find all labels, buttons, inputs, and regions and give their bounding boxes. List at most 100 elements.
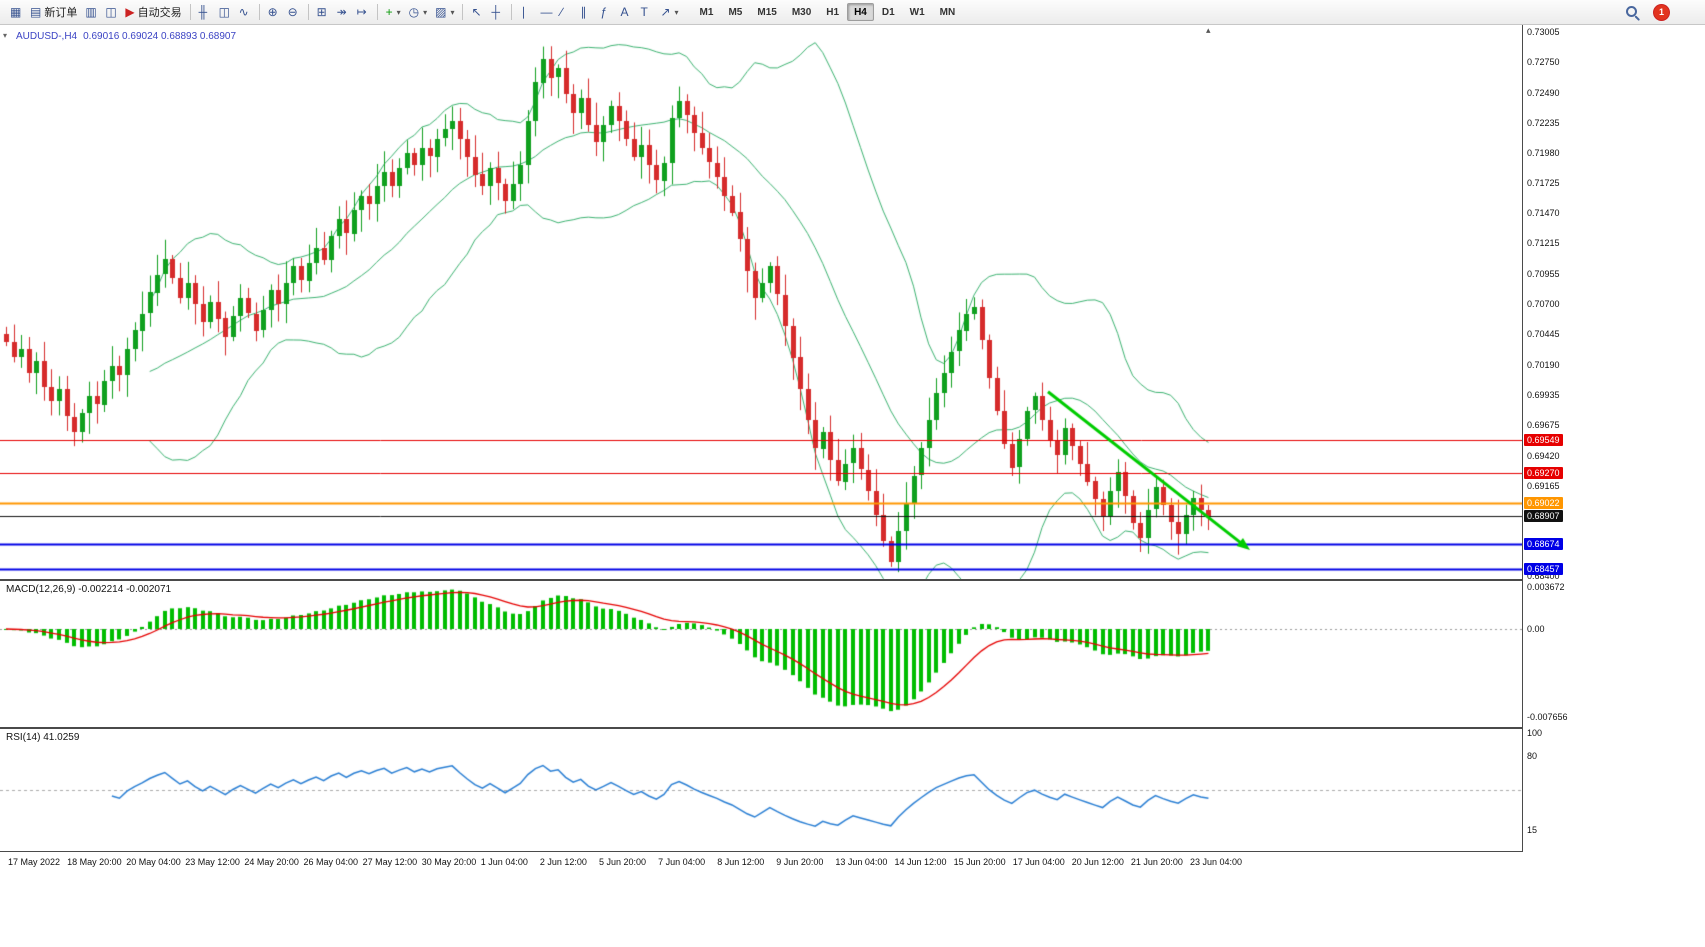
horizontal-line-button[interactable]: ―: [536, 2, 556, 22]
chart-ohlc-info: AUDUSD-,H4 0.69016 0.69024 0.68893 0.6890…: [16, 31, 236, 42]
indicators-caret-icon[interactable]: ▾: [396, 7, 401, 17]
line-chart-button[interactable]: ∿: [235, 2, 255, 22]
market-watch-button[interactable]: ▥: [81, 2, 101, 22]
price-tick: 0.69165: [1527, 480, 1560, 491]
navigator-button[interactable]: ◫: [101, 2, 121, 22]
panel-divider[interactable]: [0, 727, 1572, 729]
timeframe-w1-button[interactable]: W1: [903, 3, 932, 21]
price-tick: 0.71215: [1527, 238, 1560, 249]
toolbar-separator: [307, 4, 309, 20]
time-tick: 27 May 12:00: [362, 857, 418, 867]
price-tick: 0.72235: [1527, 117, 1560, 128]
vertical-line-icon: ∣: [520, 5, 527, 19]
time-tick: 8 Jun 12:00: [717, 857, 765, 867]
chart-shift-marker-icon: ▴: [1206, 25, 1211, 35]
cursor-icon: ↖: [471, 5, 482, 19]
rsi-tick: 80: [1527, 750, 1538, 761]
macd-indicator-canvas[interactable]: [0, 581, 1522, 727]
price-tick: 0.69675: [1527, 420, 1560, 431]
one-click-trading-toggle-icon[interactable]: ▾: [3, 31, 8, 40]
price-tick: 0.70190: [1527, 359, 1560, 370]
timeframe-m30-button[interactable]: M30: [785, 3, 818, 21]
text-label-icon: T: [640, 5, 648, 19]
price-level-badge: 0.68907: [1524, 510, 1563, 523]
chart-window: ▾ AUDUSD-,H4 0.69016 0.69024 0.68893 0.68…: [0, 25, 1573, 874]
rsi-value: 41.0259: [43, 732, 80, 743]
arrow-objects-icon: ↗: [660, 5, 671, 19]
timeframe-m15-button[interactable]: M15: [750, 3, 783, 21]
time-tick: 30 May 20:00: [421, 857, 477, 867]
tile-windows-icon: ⊞: [316, 5, 327, 19]
new-chart-icon: ▦: [10, 5, 22, 19]
text-button[interactable]: A: [616, 2, 636, 22]
ohlc-values: 0.69016 0.69024 0.68893 0.68907: [83, 31, 237, 42]
price-level-badge: 0.68674: [1524, 537, 1563, 550]
timeframe-mn-button[interactable]: MN: [933, 3, 963, 21]
bar-chart-button[interactable]: ╫: [195, 2, 215, 22]
timeframe-d1-button[interactable]: D1: [875, 3, 902, 21]
crosshair-button[interactable]: ┼: [487, 2, 507, 22]
price-tick: 0.73005: [1527, 27, 1560, 37]
main-chart-canvas[interactable]: [0, 27, 1522, 579]
arrow-objects-caret-icon[interactable]: ▾: [674, 7, 679, 17]
new-order-icon: ▤: [30, 5, 42, 19]
periods-button[interactable]: ◷ ▾: [405, 2, 432, 22]
timeframe-m1-button[interactable]: M1: [693, 3, 721, 21]
horizontal-line-icon: ―: [540, 5, 553, 19]
price-level-badge: 0.69549: [1524, 434, 1563, 447]
new-order-button[interactable]: ▤ 新订单: [26, 2, 81, 22]
price-tick: 0.71980: [1527, 148, 1560, 159]
time-axis[interactable]: 17 May 2022 18 May 20:00 20 May 04:00 23 Ma…: [0, 852, 1572, 874]
indicators-button[interactable]: + ▾: [382, 2, 405, 22]
timeframe-h4-button[interactable]: H4: [847, 3, 874, 21]
fibonacci-button[interactable]: ƒ: [596, 2, 616, 22]
price-tick: 0.72490: [1527, 87, 1560, 98]
tile-windows-button[interactable]: ⊞: [313, 2, 333, 22]
chart-shift-button[interactable]: ↦: [353, 2, 373, 22]
panel-divider[interactable]: [0, 579, 1572, 581]
macd-name: MACD(12,26,9): [6, 584, 76, 595]
rsi-indicator-canvas[interactable]: [0, 729, 1522, 851]
price-tick: 0.71470: [1527, 208, 1560, 219]
rsi-indicator-label: RSI(14) 41.0259: [6, 732, 79, 743]
zoom-in-button[interactable]: ⊕: [264, 2, 284, 22]
notification-badge[interactable]: 1: [1654, 4, 1669, 20]
zoom-out-button[interactable]: ⊖: [284, 2, 304, 22]
macd-tick: 0.00: [1527, 624, 1545, 634]
candlestick-chart-button[interactable]: ◫: [215, 2, 235, 22]
price-tick: 0.69935: [1527, 389, 1560, 400]
cursor-button[interactable]: ↖: [467, 2, 487, 22]
timeframe-m5-button[interactable]: M5: [721, 3, 749, 21]
arrow-objects-button[interactable]: ↗ ▾: [656, 2, 682, 22]
periods-caret-icon[interactable]: ▾: [423, 7, 428, 17]
equidistant-channel-button[interactable]: ∥: [576, 2, 596, 22]
price-tick: 0.69420: [1527, 450, 1560, 461]
timeframe-toolbar: M1 M5 M15 M30 H1 H4 D1 W1 MN: [693, 3, 963, 21]
price-tick: 0.71725: [1527, 178, 1560, 189]
new-chart-button[interactable]: ▦: [6, 2, 26, 22]
trendline-button[interactable]: ∕: [556, 2, 576, 22]
auto-scroll-button[interactable]: ↠: [333, 2, 353, 22]
text-label-button[interactable]: T: [636, 2, 656, 22]
rsi-tick: 100: [1527, 728, 1543, 738]
macd-tick: 0.003672: [1527, 581, 1565, 592]
templates-button[interactable]: ▨ ▾: [431, 2, 458, 22]
time-tick: 24 May 20:00: [244, 857, 299, 867]
search-icon[interactable]: [1625, 5, 1640, 20]
time-tick: 5 Jun 20:00: [599, 857, 647, 867]
price-axis[interactable]: 0.73005 0.72750 0.72490 0.72235 0.71980 0.717…: [1522, 25, 1573, 852]
zoom-in-icon: ⊕: [267, 5, 278, 19]
indicators-icon: +: [385, 5, 393, 19]
price-tick: 0.72750: [1527, 57, 1560, 68]
vertical-line-button[interactable]: ∣: [516, 2, 536, 22]
templates-caret-icon[interactable]: ▾: [450, 7, 455, 17]
auto-trading-button[interactable]: ▶ 自动交易: [121, 2, 185, 22]
auto-trading-icon: ▶: [125, 5, 135, 19]
time-tick: 1 Jun 04:00: [480, 857, 528, 867]
auto-trading-label: 自动交易: [137, 7, 182, 19]
fibonacci-icon: ƒ: [600, 5, 608, 19]
toolbar-separator: [462, 4, 464, 20]
navigator-icon: ◫: [105, 5, 117, 19]
timeframe-h1-button[interactable]: H1: [819, 3, 846, 21]
